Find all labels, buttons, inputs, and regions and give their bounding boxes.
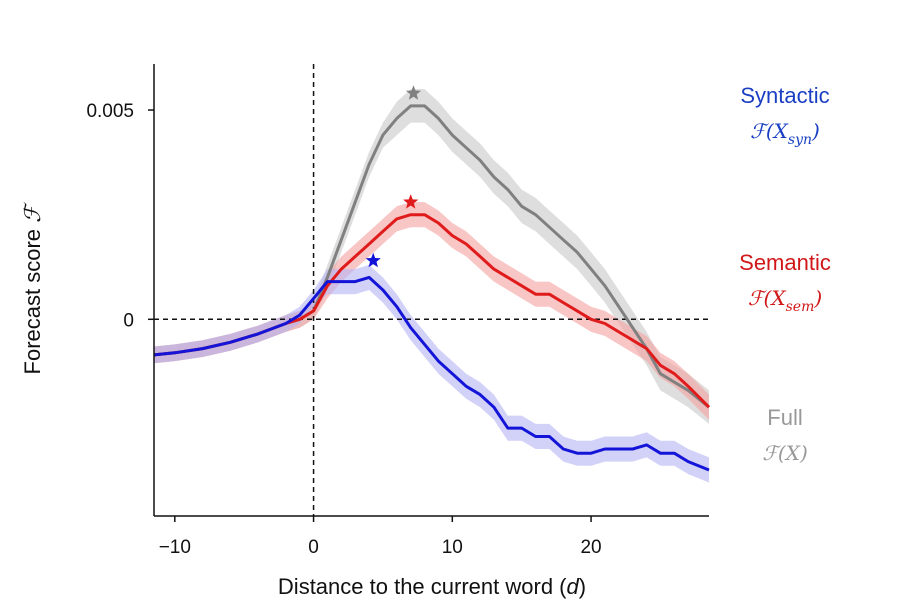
x-axis-title-text: Distance to the current word ( — [278, 574, 567, 599]
y-tick-label: 0 — [123, 310, 134, 331]
reference-lines — [154, 64, 709, 516]
y-tick-label: 0.005 — [86, 101, 134, 122]
x-axis-variable: d — [567, 574, 580, 599]
legend-syntactic-formula-sub: syn — [788, 132, 812, 148]
legend-semantic-formula-end: ) — [813, 286, 822, 310]
semantic-band — [154, 202, 709, 420]
x-tick-label: 20 — [580, 537, 601, 558]
peak-markers — [365, 85, 422, 268]
x-axis-title-end: ) — [579, 574, 586, 599]
legend-full-formula: ℱ(X) — [762, 441, 808, 465]
tick-labels: −10 0 10 20 0 0.005 — [86, 101, 601, 558]
semantic-line — [153, 213, 711, 409]
legend-semantic-name: Semantic — [739, 250, 831, 275]
legend: Syntactic ℱ(Xsyn) Semantic ℱ(Xsem) Full … — [739, 83, 831, 465]
y-axis-title-text: Forecast score — [20, 229, 45, 375]
legend-syntactic-name: Syntactic — [740, 83, 829, 108]
legend-semantic-formula: ℱ(Xsem) — [748, 286, 822, 315]
syntactic-peak-star — [365, 252, 381, 268]
x-axis-title: Distance to the current word (d) — [278, 574, 586, 599]
full-peak-star — [405, 85, 422, 100]
y-axis-title: Forecast score ℱ — [20, 202, 46, 375]
legend-semantic-formula-main: ℱ(X — [748, 286, 787, 310]
legend-full-name: Full — [767, 405, 802, 430]
y-axis-symbol: ℱ — [21, 202, 46, 223]
confidence-bands — [154, 89, 709, 483]
legend-semantic-formula-sub: sem — [786, 299, 815, 315]
x-tick-label: 0 — [308, 537, 319, 558]
full-band — [154, 89, 709, 424]
legend-syntactic-formula-main: ℱ(X — [750, 119, 789, 143]
x-tick-label: 10 — [442, 537, 463, 558]
syntactic-line — [153, 275, 710, 472]
axes — [148, 64, 709, 522]
series-lines — [153, 104, 711, 472]
semantic-peak-star — [403, 194, 419, 209]
x-tick-label: −10 — [159, 537, 191, 558]
legend-syntactic-formula-end: ) — [811, 119, 820, 143]
legend-syntactic-formula: ℱ(Xsyn) — [750, 119, 820, 148]
